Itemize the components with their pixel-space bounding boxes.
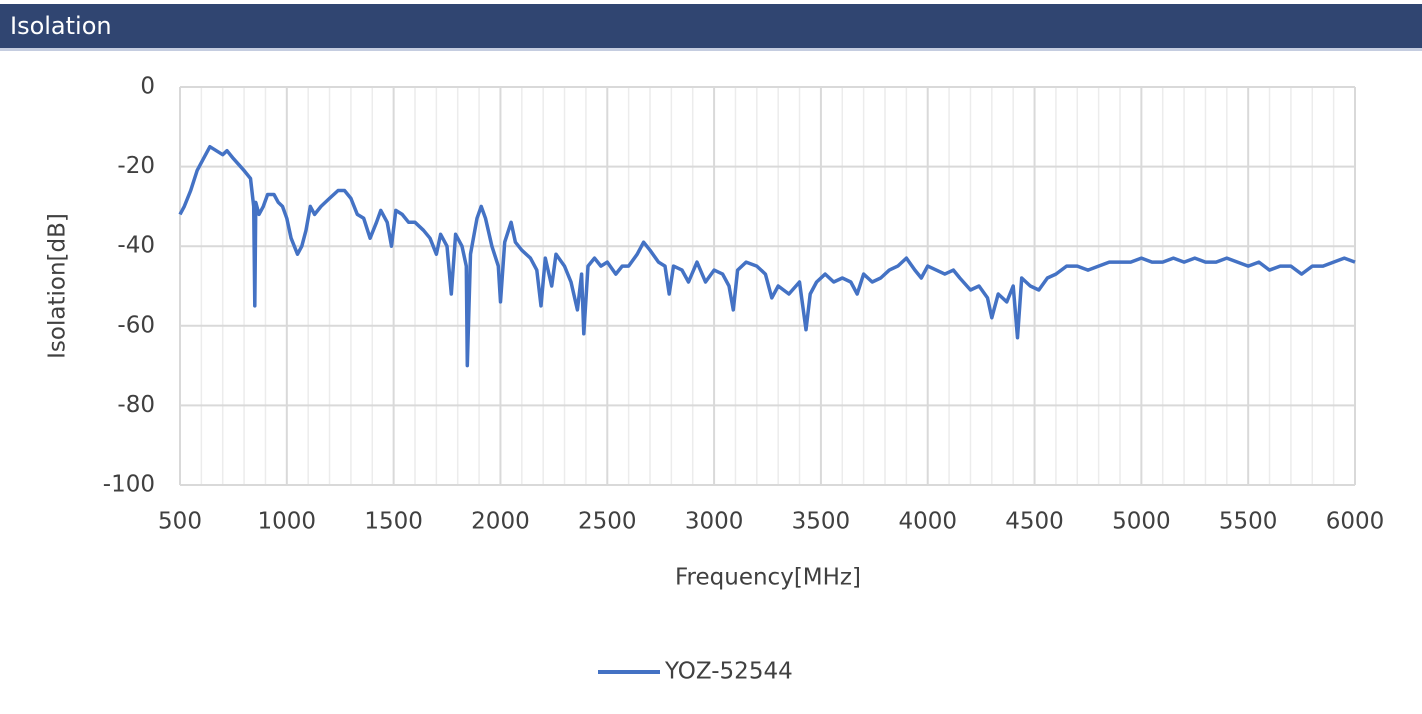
x-tick-label: 6000 [1326,509,1385,535]
x-tick-label: 3000 [685,509,744,535]
x-tick-label: 3500 [792,509,851,535]
y-tick-label: -60 [117,312,155,338]
x-tick-label: 4500 [1005,509,1064,535]
header-rule [0,48,1422,51]
x-tick-label: 500 [158,509,202,535]
y-tick-label: -20 [117,153,155,179]
x-tick-label: 5000 [1112,509,1171,535]
header-bar [0,4,1422,48]
x-tick-label: 1500 [364,509,423,535]
y-axis-label: Isolation[dB] [45,213,71,359]
y-tick-label: -40 [117,233,155,259]
legend-label: YOZ-52544 [664,659,793,685]
y-tick-label: -80 [117,392,155,418]
x-tick-label: 5500 [1219,509,1278,535]
x-tick-label: 4000 [898,509,957,535]
x-tick-label: 2500 [578,509,637,535]
x-tick-label: 1000 [258,509,317,535]
chart-title: Isolation [10,12,112,40]
y-tick-label: 0 [140,74,155,100]
x-tick-label: 2000 [471,509,530,535]
data-line [178,144,1356,368]
x-axis-label: Frequency[MHz] [675,565,861,591]
y-tick-label: -100 [103,472,155,498]
